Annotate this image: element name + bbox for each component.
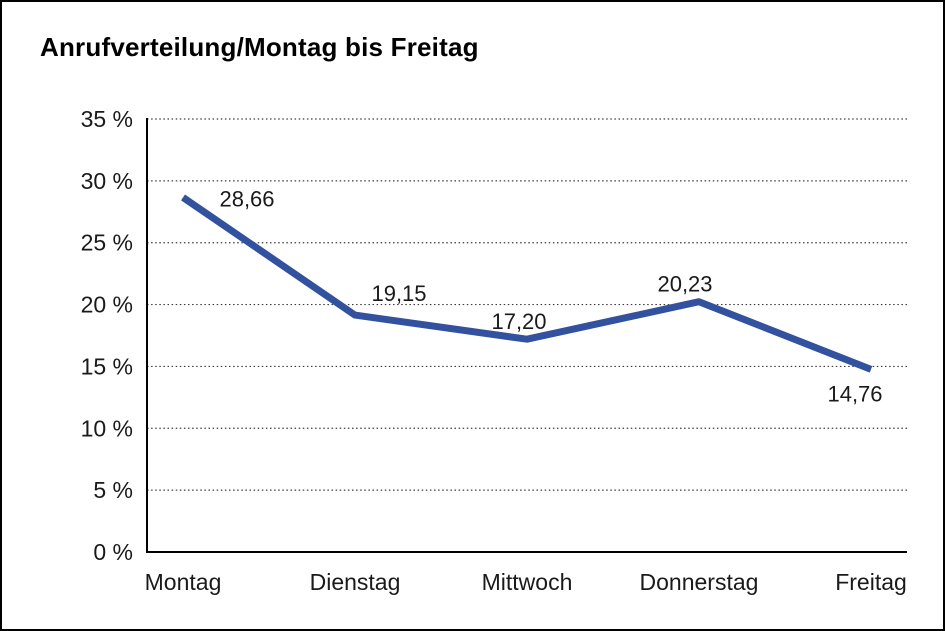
x-category-label: Mittwoch [482,569,573,595]
chart-title: Anrufverteilung/Montag bis Freitag [40,32,479,62]
data-point-label: 17,20 [491,309,546,334]
y-tick-label: 20 % [81,292,133,318]
x-category-label: Freitag [835,569,907,595]
axes [146,118,907,553]
y-tick-label: 5 % [93,477,133,503]
y-tick-label: 30 % [81,168,133,194]
gridlines [147,118,907,491]
data-point-label: 28,66 [219,186,274,211]
x-category-label: Donnerstag [640,569,759,595]
data-point-label: 19,15 [371,281,426,306]
y-axis-labels: 0 % 5 % 10 % 15 % 20 % 25 % 30 % 35 % [81,106,133,565]
x-category-label: Dienstag [310,569,401,595]
data-labels: 28,66 19,15 17,20 20,23 14,76 [219,186,882,406]
x-category-label: Montag [145,569,222,595]
data-point-label: 20,23 [657,272,712,297]
data-point-label: 14,76 [827,381,882,406]
y-tick-label: 25 % [81,230,133,256]
y-tick-label: 15 % [81,353,133,379]
y-tick-label: 10 % [81,415,133,441]
y-tick-label: 0 % [93,539,133,565]
x-axis-labels: Montag Dienstag Mittwoch Donnerstag Freitag [145,569,907,595]
series-line [181,194,873,373]
y-tick-label: 35 % [81,106,133,132]
